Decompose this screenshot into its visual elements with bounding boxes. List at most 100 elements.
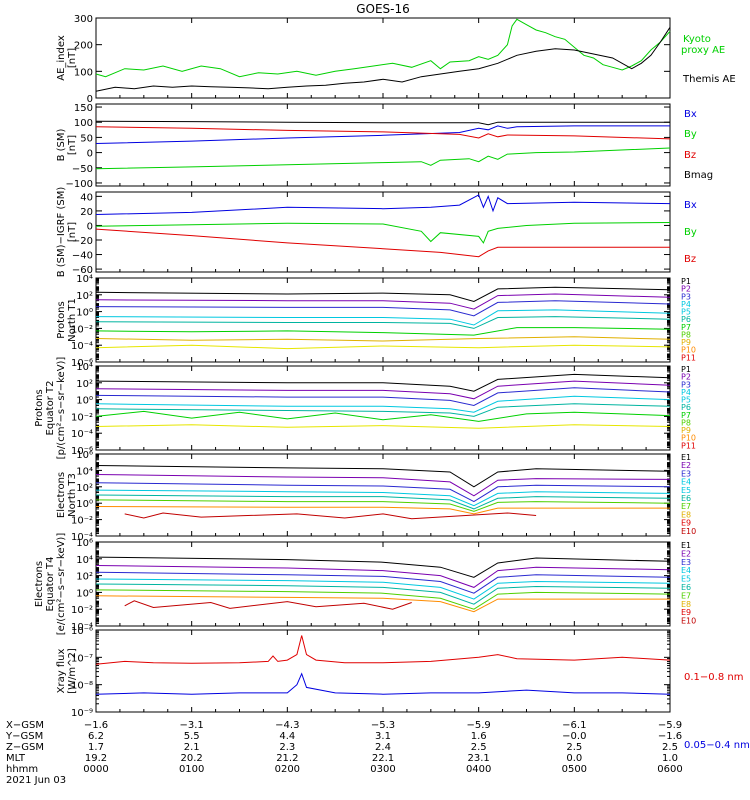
y-axis-label: ElectronsNorth T3 — [56, 472, 78, 518]
legend-entry: P7 — [681, 323, 691, 332]
series-line — [95, 194, 671, 215]
y-axis-label-line: AE_index — [56, 35, 67, 81]
series-line — [95, 635, 671, 665]
series-line — [95, 465, 671, 488]
y-axis-label-line: [nT] — [67, 222, 78, 242]
series-line — [95, 424, 671, 429]
x-row-value: 0300 — [370, 764, 395, 775]
y-axis-label-line: B (SM)−IGRF (SM) — [56, 187, 67, 278]
y-tick-label: 10⁻⁶ — [71, 446, 93, 457]
y-tick-label: 0 — [87, 149, 93, 160]
legend-entry: P10 — [681, 346, 696, 355]
x-row-value: 21.2 — [276, 753, 298, 764]
series-line — [95, 293, 671, 310]
panel-8: 10⁻⁹ 10⁻⁸ 10⁻⁷ 10⁻⁶ Xray flux[W/m^2] 0.1−0.8 … — [56, 626, 750, 751]
x-row-value: 2.1 — [184, 742, 200, 753]
panel-7: 10⁻⁴ 10⁻² 10⁰ 10² 10⁴ 10⁶ ElectronsEquator T4[… — [34, 533, 696, 636]
y-axis-label-line: Equator T2 — [45, 381, 56, 436]
x-row-label: MLT — [6, 753, 26, 764]
x-row-value: −1.6 — [84, 720, 108, 731]
x-row-value: 19.2 — [85, 753, 107, 764]
series-line — [95, 395, 671, 413]
legend-entry: 0.1−0.8 nm — [684, 672, 743, 683]
y-tick-label: 10⁻⁸ — [71, 681, 93, 692]
x-row-value: 4.4 — [279, 731, 295, 742]
x-row-value: −1.6 — [658, 731, 682, 742]
y-tick-label: 10⁴ — [76, 274, 93, 285]
y-tick-label: −40 — [72, 251, 93, 262]
x-row-value: 2.3 — [279, 742, 295, 753]
series-line — [95, 387, 671, 407]
panel-frame — [95, 191, 671, 273]
legend-entry: E10 — [681, 617, 696, 626]
y-tick-label: 10² — [76, 572, 93, 583]
series-line — [95, 300, 671, 317]
legend-entry: Themis AE — [682, 74, 736, 85]
legend-entry: E2 — [681, 549, 691, 558]
y-axis-label: AE_index[nT] — [56, 35, 78, 81]
y-axis-label-line: [W/m^2] — [67, 648, 78, 694]
y-axis-label-line: Electrons — [56, 472, 67, 518]
panel-2: −100 −50 0 50 100 150 B (SM)[nT] Bx By Bz Bmag — [56, 103, 713, 190]
y-axis-label-line: [nT] — [67, 135, 78, 155]
legend-entry: Bmag — [684, 170, 713, 181]
legend-entry: P11 — [681, 441, 696, 450]
figure-title: GOES-16 — [356, 2, 410, 16]
legend-entry: E6 — [681, 494, 691, 503]
legend-entry: P6 — [681, 315, 691, 324]
y-tick-label: 10⁻⁶ — [71, 358, 93, 369]
y-tick-label: 20 — [80, 207, 93, 218]
y-axis-label-line: North T3 — [67, 473, 78, 517]
y-axis-label: B (SM)[nT] — [56, 128, 78, 161]
y-tick-label: −60 — [72, 265, 93, 276]
y-tick-label: 10⁶ — [76, 450, 93, 461]
y-tick-label: 50 — [80, 133, 93, 144]
x-row-value: 6.2 — [88, 731, 104, 742]
series-line — [95, 489, 671, 507]
y-axis-label-line: Protons — [34, 389, 45, 426]
y-axis-label-line: North T1 — [67, 298, 78, 342]
y-tick-label: 10⁴ — [76, 362, 93, 373]
series-line — [124, 512, 537, 520]
x-row-value: 2.4 — [375, 742, 391, 753]
panel-frame — [95, 541, 671, 627]
legend-entry: E3 — [681, 469, 691, 478]
time-axis: X−GSM −1.6 −3.1 −4.3 −5.3 −5.9 −6.1 −5.9 Y−GSM 6.… — [5, 720, 683, 786]
legend-entry: P8 — [681, 330, 691, 339]
y-tick-label: −50 — [72, 164, 93, 175]
legend-entry: P3 — [681, 380, 691, 389]
y-tick-label: −20 — [72, 236, 93, 247]
y-tick-label: 10⁶ — [76, 538, 93, 549]
y-tick-label: 10⁻² — [71, 412, 93, 423]
series-line — [95, 595, 670, 613]
y-tick-label: 10⁻⁴ — [71, 429, 93, 440]
panel-frame — [95, 277, 671, 363]
legend-entry: 0.05−0.4 nm — [684, 740, 750, 751]
x-row-value: 5.5 — [184, 731, 200, 742]
panel-frame — [95, 365, 671, 451]
x-row-value: 20.2 — [181, 753, 203, 764]
x-row-label: Z−GSM — [6, 742, 44, 753]
x-row-value: 0100 — [179, 764, 204, 775]
y-tick-label: 10⁻⁹ — [71, 708, 93, 719]
x-row-value: 0000 — [83, 764, 108, 775]
legend-entry: P4 — [681, 300, 691, 309]
x-row-value: 0400 — [466, 764, 491, 775]
y-tick-label: 10⁰ — [76, 588, 93, 599]
y-tick-label: 10² — [76, 483, 93, 494]
series-line — [95, 571, 671, 594]
legend-entry: Bx — [684, 200, 697, 211]
legend-entry: P5 — [681, 396, 691, 405]
y-tick-label: 10⁰ — [76, 396, 93, 407]
legend-entry: E7 — [681, 502, 691, 511]
series-line — [95, 120, 670, 126]
x-row-value: −5.9 — [658, 720, 682, 731]
series-line — [95, 228, 670, 258]
legend-entry: E9 — [681, 519, 691, 528]
legend-entry: P10 — [681, 434, 696, 443]
series-line — [95, 147, 671, 170]
x-row-value: 0.0 — [566, 753, 582, 764]
legend-entry: Bz — [684, 254, 696, 265]
